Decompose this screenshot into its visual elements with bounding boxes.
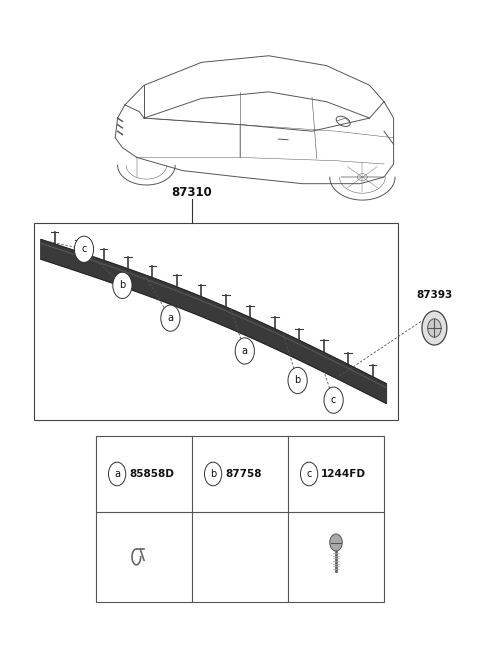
Text: c: c (331, 395, 336, 405)
Polygon shape (41, 239, 386, 403)
Text: 1244FD: 1244FD (321, 469, 366, 479)
Text: 85858D: 85858D (129, 469, 174, 479)
Text: 87758: 87758 (225, 469, 262, 479)
Text: c: c (306, 469, 312, 479)
Circle shape (113, 272, 132, 298)
Circle shape (108, 462, 126, 485)
Text: b: b (119, 280, 126, 291)
Polygon shape (229, 554, 251, 569)
Circle shape (74, 236, 94, 262)
Text: a: a (242, 346, 248, 356)
Circle shape (428, 319, 441, 337)
Bar (34, 223, 398, 420)
Text: b: b (294, 375, 301, 386)
Text: 87310: 87310 (172, 186, 212, 199)
Circle shape (324, 387, 343, 413)
Text: 87393: 87393 (416, 290, 453, 300)
Text: b: b (210, 469, 216, 479)
Text: a: a (114, 469, 120, 479)
Circle shape (330, 534, 342, 551)
Circle shape (161, 305, 180, 331)
Circle shape (300, 462, 318, 485)
Circle shape (235, 338, 254, 364)
Text: a: a (168, 313, 173, 323)
Text: c: c (81, 244, 87, 255)
Circle shape (204, 462, 222, 485)
Circle shape (288, 367, 307, 394)
Bar (96, 436, 384, 602)
Circle shape (422, 311, 447, 345)
